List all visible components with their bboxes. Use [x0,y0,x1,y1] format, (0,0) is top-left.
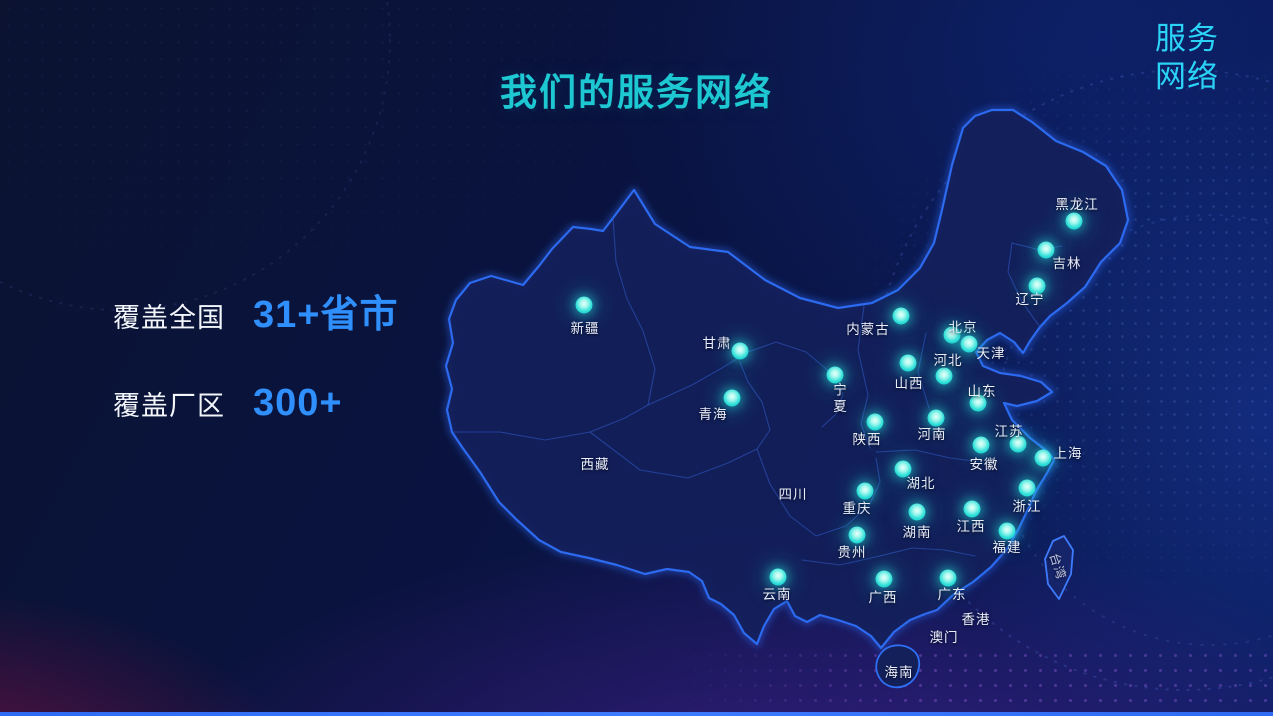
city-dot-河北 [935,367,953,385]
city-dot-山西 [899,354,917,372]
province-label-重庆: 重庆 [842,501,872,516]
province-label-新疆: 新疆 [570,321,600,336]
province-label-江西: 江西 [956,519,986,534]
province-label-海南: 海南 [884,665,914,680]
city-dot-湖南 [908,503,926,521]
province-label-山西: 山西 [894,376,924,391]
province-label-四川: 四川 [778,487,808,502]
dotted-texture-right [843,70,1273,610]
province-label-云南: 云南 [762,587,792,602]
province-label-河北: 河北 [933,353,963,368]
province-label-青海: 青海 [698,407,728,422]
city-dot-吉林 [1037,241,1055,259]
corner-tag-line2: 网络 [1155,58,1219,94]
province-label-台湾: 台湾 [1046,551,1069,582]
city-dot-上海 [1034,449,1052,467]
taiwan-island [1044,535,1074,600]
city-dot-青海 [723,389,741,407]
province-label-天津: 天津 [976,346,1006,361]
stat-value-factories: 300+ [253,382,343,424]
province-label-广西: 广西 [868,590,898,605]
province-label-黑龙江: 黑龙江 [1055,197,1099,212]
city-dot-陕西 [866,413,884,431]
hainan-island [875,644,921,689]
page-title: 我们的服务网络 [500,72,773,113]
city-dot-北京 [943,326,961,344]
city-dot-新疆 [575,296,593,314]
province-label-上海: 上海 [1053,446,1083,461]
province-label-贵州: 贵州 [837,545,867,560]
china-outline-glow [443,107,1131,651]
province-label-甘肃: 甘肃 [702,336,732,351]
city-dot-云南 [769,568,787,586]
province-label-山东: 山东 [967,384,997,399]
province-label-安徽: 安徽 [969,457,999,472]
province-label-辽宁: 辽宁 [1015,292,1045,307]
dotted-texture-bottom [673,648,1273,712]
city-dot-内蒙古 [892,307,910,325]
province-label-湖南: 湖南 [902,525,932,540]
stat-label-provinces: 覆盖全国 [113,303,225,333]
city-dot-辽宁 [1028,277,1046,295]
city-dot-安徽 [972,436,990,454]
coverage-stats: 覆盖全国 31+省市 覆盖厂区 300+ [113,283,398,469]
province-label-内蒙古: 内蒙古 [846,322,890,337]
province-label-香港: 香港 [961,612,991,627]
city-dot-山东 [969,394,987,412]
city-dot-江西 [963,500,981,518]
china-outline [444,108,1130,650]
stat-row-provinces: 覆盖全国 31+省市 [113,283,398,338]
city-dot-宁夏 [826,366,844,384]
city-dot-浙江 [1018,479,1036,497]
stat-value-provinces: 31+省市 [253,294,399,336]
city-dot-黑龙江 [1065,212,1083,230]
province-label-湖北: 湖北 [906,476,936,491]
city-dot-江苏 [1009,435,1027,453]
province-label-宁夏: 宁夏 [831,382,846,416]
city-dot-福建 [998,522,1016,540]
city-dot-河南 [927,409,945,427]
province-label-北京: 北京 [948,320,978,335]
province-borders [451,217,1063,566]
province-label-吉林: 吉林 [1052,256,1082,271]
bottom-accent-line [0,712,1273,716]
province-label-陕西: 陕西 [852,432,882,447]
city-dot-重庆 [856,482,874,500]
corner-tag-line1: 服务 [1155,21,1219,56]
corner-tag: 服务 网络 [1155,20,1219,96]
stat-row-factories: 覆盖厂区 300+ [113,382,398,425]
dotted-texture-top [0,0,760,320]
city-dot-天津 [960,335,978,353]
city-dot-湖北 [894,460,912,478]
city-dot-广东 [939,569,957,587]
province-label-广东: 广东 [937,587,967,602]
city-dot-甘肃 [731,342,749,360]
city-dot-广西 [875,570,893,588]
city-dot-贵州 [848,526,866,544]
province-label-西藏: 西藏 [580,457,610,472]
province-label-浙江: 浙江 [1012,499,1042,514]
stat-label-factories: 覆盖厂区 [113,391,225,421]
province-label-河南: 河南 [917,427,947,442]
province-label-江苏: 江苏 [994,424,1024,439]
province-label-福建: 福建 [992,540,1022,555]
province-label-澳门: 澳门 [929,630,959,645]
